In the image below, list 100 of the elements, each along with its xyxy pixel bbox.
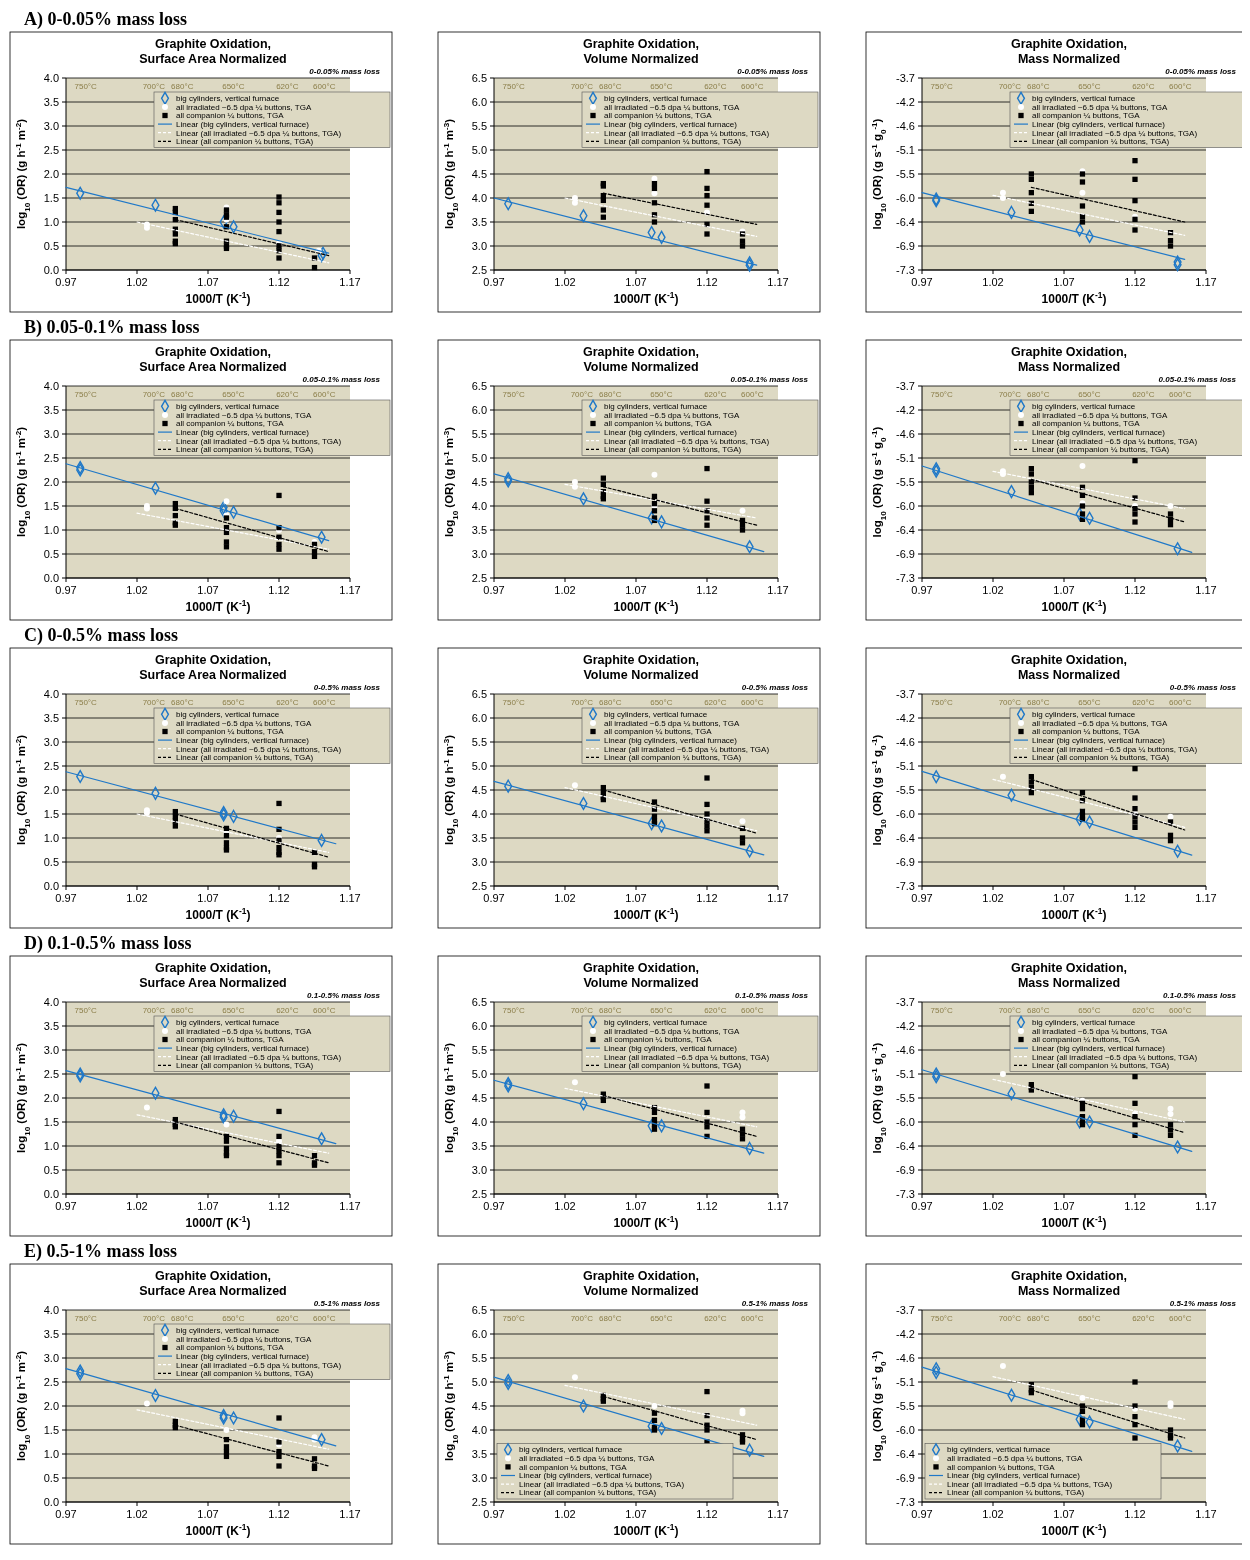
y-tick-label: 4.0 [43,71,59,84]
x-tick-label: 0.97 [483,1200,505,1212]
legend-label: big cylinders, vertical furnace [176,402,280,412]
x-tick-label: 1.07 [197,584,219,596]
y-tick-label: -6.4 [896,1139,915,1152]
x-tick-label: 0.97 [483,584,505,596]
legend-label: big cylinders, vertical furnace [176,1018,280,1028]
y-tick-label: -3.7 [896,687,915,700]
y-tick-label: 6.5 [471,71,487,84]
x-tick-label: 1.02 [554,1508,576,1520]
legend-label: all companion ¼ buttons, TGA [947,1462,1056,1472]
y-tick-label: 3.5 [43,403,59,416]
x-tick-label: 1.07 [625,1508,647,1520]
legend-label: all companion ¼ buttons, TGA [519,1462,628,1472]
legend-label: big cylinders, vertical furnace [1032,94,1136,104]
y-tick-label: -5.5 [896,783,915,796]
y-tick-label: 6.5 [471,995,487,1008]
y-tick-label: 1.0 [43,831,59,844]
legend-label: Linear (big cylinders, vertical furnace) [1032,1043,1166,1053]
y-tick-label: 3.0 [471,1471,487,1484]
x-tick-label: 1.02 [126,1508,148,1520]
annotation: 700°C [570,390,594,399]
x-tick-label: 1.12 [696,276,718,288]
legend-label: big cylinders, vertical furnace [176,1326,280,1336]
y-tick-label: 3.0 [43,735,59,748]
y-tick-label: -6.9 [896,1471,915,1484]
annotation: 600°C [1169,1006,1192,1015]
chart-title: Graphite Oxidation, Surface Area Normalized [139,37,287,66]
legend-label: Linear (all irradiated ~6.5 dpa ¼ buttons, TGA) [176,1052,342,1062]
y-tick-label: 6.0 [471,403,487,416]
y-tick-label: 3.5 [43,1019,59,1032]
annotation: 620°C [1132,698,1155,707]
legend-label: Linear (all irradiated ~6.5 dpa ¼ buttons, TGA) [1032,1052,1198,1062]
annotation: 680°C [1027,82,1050,91]
text: 0.05-0.1% mass loss [302,375,381,384]
y-tick-label: 2.5 [471,1495,487,1508]
y-tick-label: -6.4 [896,831,915,844]
y-tick-label: -6.9 [896,547,915,560]
annotation: 600°C [741,1314,764,1323]
legend-label: big cylinders, vertical furnace [1032,402,1136,412]
y-tick-label: 3.5 [471,215,487,228]
text: 0-0.05% mass loss [309,67,381,76]
y-tick-label: 6.0 [471,711,487,724]
legend-label: Linear (big cylinders, vertical furnace) [176,1351,310,1361]
chart-title: Graphite Oxidation, Surface Area Normalized [139,961,287,990]
x-tick-label: 1.17 [1195,892,1217,904]
annotation: 600°C [1169,82,1192,91]
x-tick-label: 1.02 [982,1508,1004,1520]
legend-label: Linear (all irradiated ~6.5 dpa ¼ buttons, TGA) [176,744,342,754]
annotation: 680°C [171,698,194,707]
annotation: 650°C [222,390,245,399]
x-tick-label: 1.07 [1053,276,1075,288]
x-axis-title: 1000/T (K$^{-1}$) [185,906,251,922]
x-tick-label: 1.02 [554,584,576,596]
x-tick-label: 1.17 [767,584,789,596]
text: 0-0.05% mass loss [1165,67,1237,76]
y-tick-label: 5.5 [471,427,487,440]
x-tick-label: 1.07 [625,1200,647,1212]
annotation: 700°C [570,1006,594,1015]
y-tick-label: 4.0 [471,499,487,512]
annotation: 650°C [650,1314,673,1323]
y-tick-label: 4.5 [471,783,487,796]
y-tick-label: 4.0 [471,807,487,820]
y-tick-label: -3.7 [896,379,915,392]
x-tick-label: 1.07 [625,584,647,596]
y-tick-label: 3.0 [43,119,59,132]
y-tick-label: -5.5 [896,475,915,488]
x-tick-label: 1.07 [1053,892,1075,904]
annotation: 700°C [142,82,166,91]
x-tick-label: 1.17 [767,892,789,904]
annotation: 680°C [1027,698,1050,707]
y-tick-label: 1.5 [43,1423,59,1436]
legend-label: Linear (all irradiated ~6.5 dpa ¼ buttons, TGA) [176,436,342,446]
y-tick-label: 2.5 [43,1067,59,1080]
legend-label: all irradiated ~6.5 dpa ¼ buttons, TGA [1032,410,1168,420]
x-axis-title: 1000/T (K$^{-1}$) [185,598,251,614]
x-tick-label: 0.97 [483,1508,505,1520]
x-tick-label: 1.02 [982,892,1004,904]
y-tick-label: 0.5 [43,547,59,560]
y-tick-label: 5.0 [471,143,487,156]
y-tick-label: 0.0 [43,263,59,276]
y-tick-label: -6.4 [896,523,915,536]
legend-label: Linear (all companion ¼ buttons, TGA) [176,137,314,147]
x-axis-title: 1000/T (K$^{-1}$) [1041,598,1107,614]
annotation: 650°C [222,82,245,91]
y-tick-label: -3.7 [896,995,915,1008]
annotation: 750°C [502,1314,526,1323]
y-tick-label: -6.9 [896,1163,915,1176]
x-axis-title: 1000/T (K$^{-1}$) [185,290,251,306]
annotation: 750°C [930,390,954,399]
y-tick-label: 1.0 [43,523,59,536]
x-tick-label: 0.97 [483,892,505,904]
x-tick-label: 1.17 [767,1200,789,1212]
legend-label: Linear (big cylinders, vertical furnace) [604,119,738,129]
y-tick-label: -4.6 [896,119,915,132]
legend-label: all companion ¼ buttons, TGA [176,1343,285,1353]
y-tick-label: -7.3 [896,879,915,892]
x-tick-label: 1.12 [268,1200,290,1212]
y-tick-label: -4.6 [896,427,915,440]
annotation: 750°C [74,390,98,399]
